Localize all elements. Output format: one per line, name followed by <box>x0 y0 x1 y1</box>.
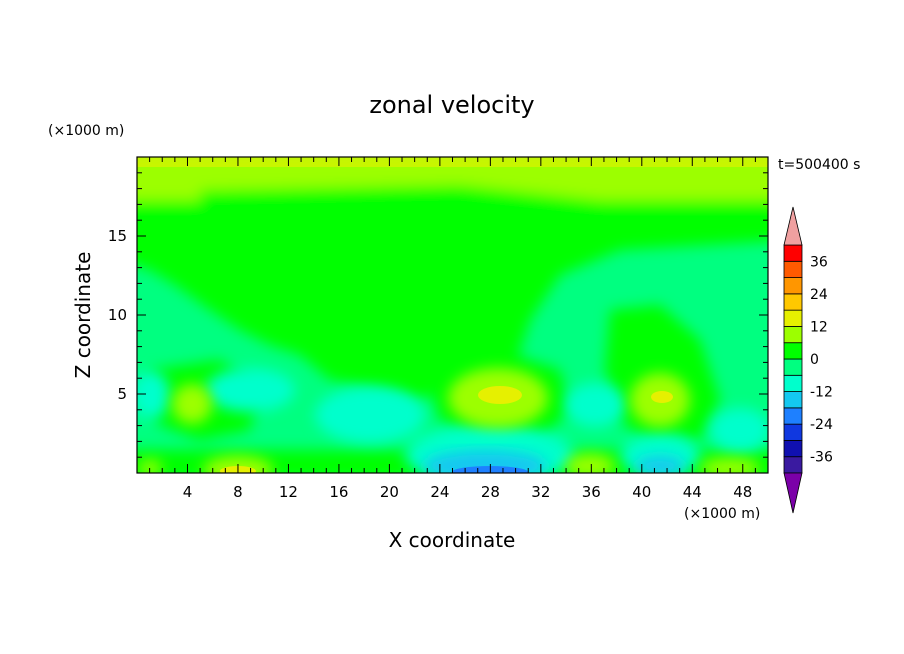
x-tick-label: 32 <box>531 483 550 501</box>
x-tick-label: 44 <box>683 483 702 501</box>
colorbar-tick-label: -12 <box>810 385 833 401</box>
cool-patch-left-mid <box>205 368 295 412</box>
colorbar-bin <box>783 456 803 474</box>
colorbar-bin <box>783 440 803 458</box>
cool-patch-center-left <box>315 387 425 443</box>
colorbar-extend-min <box>783 472 803 514</box>
colorbar-bin <box>783 309 803 327</box>
yellow-core-right <box>651 391 673 403</box>
x-unit-label: (×1000 m) <box>684 506 760 522</box>
x-tick-label: 48 <box>733 483 752 501</box>
colorbar-tick-label: -36 <box>810 450 833 466</box>
y-tick-label: 5 <box>117 385 127 403</box>
band-mid-green <box>137 200 768 400</box>
colorbar-bin <box>783 326 803 344</box>
cool-patch-left <box>137 370 170 420</box>
yellow-core-center <box>478 386 522 404</box>
colorbar-tick-label: 0 <box>810 352 819 368</box>
y-tick-label: 15 <box>108 227 127 245</box>
colorbar-tick-label: -24 <box>810 417 833 433</box>
colorbar-bin <box>783 391 803 409</box>
colorbar-bin <box>783 374 803 392</box>
x-tick-label: 4 <box>183 483 193 501</box>
warm-patch-bottom-right <box>700 458 760 473</box>
colorbar-tick-label: 24 <box>810 287 828 303</box>
colorbar-extend-max <box>783 206 803 246</box>
colorbar-bin <box>783 423 803 441</box>
x-tick-label: 20 <box>380 483 399 501</box>
x-tick-label: 40 <box>632 483 651 501</box>
y-tick-label: 10 <box>108 306 127 324</box>
x-axis: 4 8 12 16 20 24 28 32 36 40 44 48 <box>149 157 756 501</box>
colorbar-bin <box>783 260 803 278</box>
contour-field <box>137 157 768 473</box>
colorbar-bin <box>783 358 803 376</box>
colorbar: 36 24 12 0 -12 -24 -36 <box>783 206 833 514</box>
x-tick-label: 36 <box>582 483 601 501</box>
warm-patch-far-left <box>138 460 162 473</box>
colorbar-bin <box>783 342 803 360</box>
blue-patch-bottom-center <box>423 450 547 473</box>
y-unit-label: (×1000 m) <box>48 123 124 139</box>
colorbar-bin <box>783 244 803 262</box>
chart-title: zonal velocity <box>369 91 534 119</box>
y-axis: 5 10 15 <box>108 172 768 458</box>
cool-patch-far-right <box>710 408 768 452</box>
x-tick-label: 16 <box>329 483 348 501</box>
colorbar-bin <box>783 293 803 311</box>
colorbar-bin <box>783 407 803 425</box>
warm-patch-left <box>172 384 212 424</box>
x-tick-label: 12 <box>279 483 298 501</box>
band-upper-green-patch <box>200 185 760 240</box>
time-label: t=500400 s <box>778 157 860 173</box>
colorbar-bin <box>783 277 803 295</box>
x-axis-label: X coordinate <box>389 528 516 552</box>
colorbar-tick-label: 12 <box>810 319 828 335</box>
x-tick-label: 28 <box>481 483 500 501</box>
x-tick-label: 24 <box>430 483 449 501</box>
blue-patch-bottom-right <box>635 456 685 473</box>
cool-patch-right <box>565 383 625 427</box>
x-tick-label: 8 <box>233 483 243 501</box>
y-axis-label: Z coordinate <box>71 252 95 379</box>
colorbar-tick-label: 36 <box>810 254 828 270</box>
warm-patch-bottom-mid <box>565 454 615 473</box>
